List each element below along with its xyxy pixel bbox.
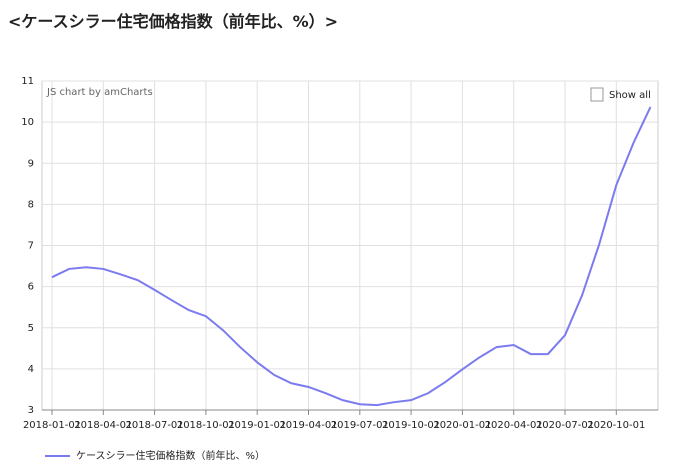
x-tick-label: 2018-10-01 bbox=[177, 420, 235, 431]
y-tick-label: 10 bbox=[21, 117, 34, 128]
plot-area bbox=[41, 80, 659, 411]
y-tick-label: 3 bbox=[28, 405, 34, 416]
x-tick-label: 2018-04-01 bbox=[74, 420, 132, 431]
x-tick-label: 2020-04-01 bbox=[485, 420, 543, 431]
x-tick-label: 2019-01-01 bbox=[228, 420, 286, 431]
legend-label: ケースシラー住宅価格指数（前年比、%） bbox=[76, 449, 265, 462]
credit: JS chart by amCharts bbox=[46, 87, 153, 98]
x-tick-label: 2018-01-01 bbox=[23, 420, 81, 431]
button-label: Show all bbox=[609, 90, 651, 101]
x-tick-label: 2019-07-01 bbox=[331, 420, 389, 431]
y-tick-label: 11 bbox=[21, 76, 34, 87]
x-tick-label: 2018-07-01 bbox=[126, 420, 184, 431]
data-line bbox=[51, 106, 652, 407]
y-tick-label: 4 bbox=[28, 364, 34, 375]
y-tick-label: 6 bbox=[28, 282, 34, 293]
x-tick-label: 2020-07-01 bbox=[536, 420, 594, 431]
button-icon bbox=[590, 87, 604, 102]
x-tick-label: 2020-01-01 bbox=[433, 420, 491, 431]
x-tick-label: 2019-04-01 bbox=[279, 420, 337, 431]
y-tick-label: 7 bbox=[28, 241, 34, 252]
x-tick-label: 2019-10-01 bbox=[382, 420, 440, 431]
show-all-button[interactable]: Show all bbox=[590, 87, 651, 102]
y-tick-label: 5 bbox=[28, 323, 34, 334]
x-tick-label: 2020-10-01 bbox=[587, 420, 645, 431]
chart-title: <ケースシラー住宅価格指数（前年比、%）> bbox=[8, 12, 339, 31]
y-tick-label: 8 bbox=[28, 199, 34, 210]
y-tick-label: 9 bbox=[28, 158, 34, 169]
